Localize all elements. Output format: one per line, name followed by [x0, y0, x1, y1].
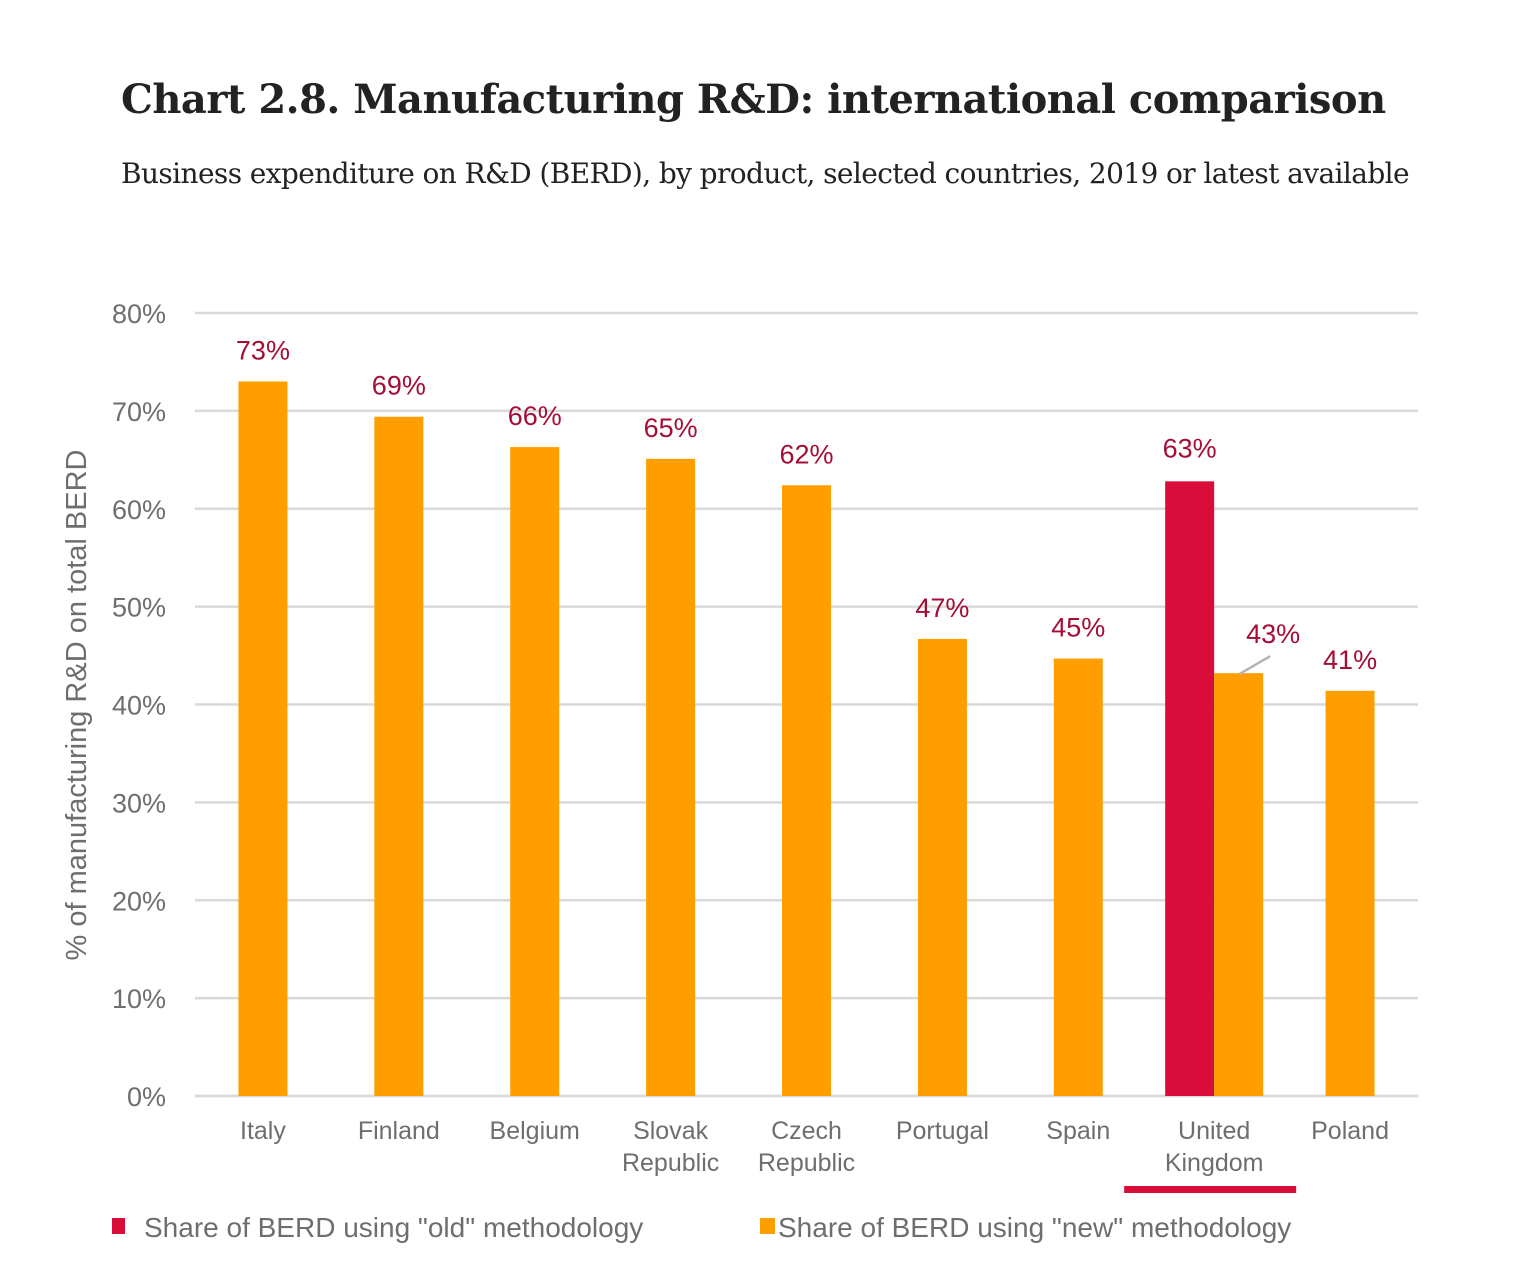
bar-old-methodology [1165, 481, 1215, 1097]
y-tick-label: 50% [112, 593, 166, 623]
chart-subtitle: Business expenditure on R&D (BERD), by p… [121, 157, 1410, 190]
x-tick-label: Italy [240, 1117, 286, 1145]
x-tick-label: Spain [1046, 1117, 1110, 1145]
x-tick-label: Finland [358, 1117, 440, 1145]
bar-new-methodology [1325, 690, 1375, 1096]
bar-new-methodology [917, 638, 967, 1096]
y-tick-label: 40% [112, 691, 166, 721]
y-tick-label: 30% [112, 788, 166, 818]
data-label-leader-line [1238, 655, 1271, 676]
data-label: 69% [372, 371, 426, 401]
data-label: 73% [236, 336, 290, 366]
data-label: 66% [508, 401, 562, 431]
data-label: 65% [644, 413, 698, 443]
bar-new-methodology [782, 485, 831, 1096]
bar-new-methodology [1053, 658, 1103, 1096]
data-labels: 73% 69% 66% 65% 62% 47% 45% 63% 43% 41% [236, 336, 1377, 676]
legend-swatch-new [760, 1218, 775, 1234]
bar-new-methodology [374, 416, 424, 1096]
data-label: 47% [915, 593, 969, 623]
chart-title: Chart 2.8. Manufacturing R&D: internatio… [121, 76, 1386, 123]
bar-new-methodology [510, 447, 560, 1096]
data-label: 43% [1246, 619, 1300, 649]
x-tick-label: Poland [1311, 1117, 1389, 1145]
y-tick-label: 10% [112, 984, 166, 1014]
y-tick-label: 80% [112, 299, 166, 329]
highlight-underline [1124, 1186, 1297, 1193]
x-tick-label: Kingdom [1165, 1149, 1264, 1177]
legend-label-new: Share of BERD using "new" methodology [778, 1212, 1291, 1243]
bar-new-methodology [238, 381, 288, 1096]
legend-label-old: Share of BERD using "old" methodology [144, 1212, 643, 1243]
bar-new-methodology [1214, 673, 1264, 1096]
x-tick-label: Slovak [633, 1117, 709, 1145]
x-tick-label: Republic [758, 1149, 855, 1177]
bar-new-methodology [646, 458, 696, 1096]
legend: Share of BERD using "old" methodology Sha… [112, 1212, 1291, 1243]
y-axis-label: % of manufacturing R&D on total BERD [61, 450, 93, 961]
x-tick-label: Belgium [490, 1117, 580, 1145]
y-tick-label: 0% [127, 1082, 166, 1112]
bars [238, 381, 1375, 1097]
y-axis-ticks: 0% 10% 20% 30% 40% 50% 60% 70% 80% [112, 299, 166, 1112]
legend-swatch-old [112, 1218, 125, 1234]
data-label: 41% [1323, 645, 1377, 675]
annotations [1124, 1186, 1297, 1193]
x-tick-label: United [1178, 1117, 1250, 1145]
x-tick-label: Czech [771, 1117, 842, 1145]
data-label: 45% [1051, 612, 1105, 642]
data-label: 62% [779, 439, 833, 469]
x-tick-label: Portugal [896, 1117, 989, 1145]
x-tick-label: Republic [622, 1149, 719, 1177]
data-label: 63% [1163, 433, 1217, 463]
y-tick-label: 20% [112, 886, 166, 916]
y-tick-label: 60% [112, 495, 166, 525]
x-axis-categories: Italy Finland Belgium Slovak Republic Czech Re… [240, 1117, 1389, 1177]
y-tick-label: 70% [112, 397, 166, 427]
